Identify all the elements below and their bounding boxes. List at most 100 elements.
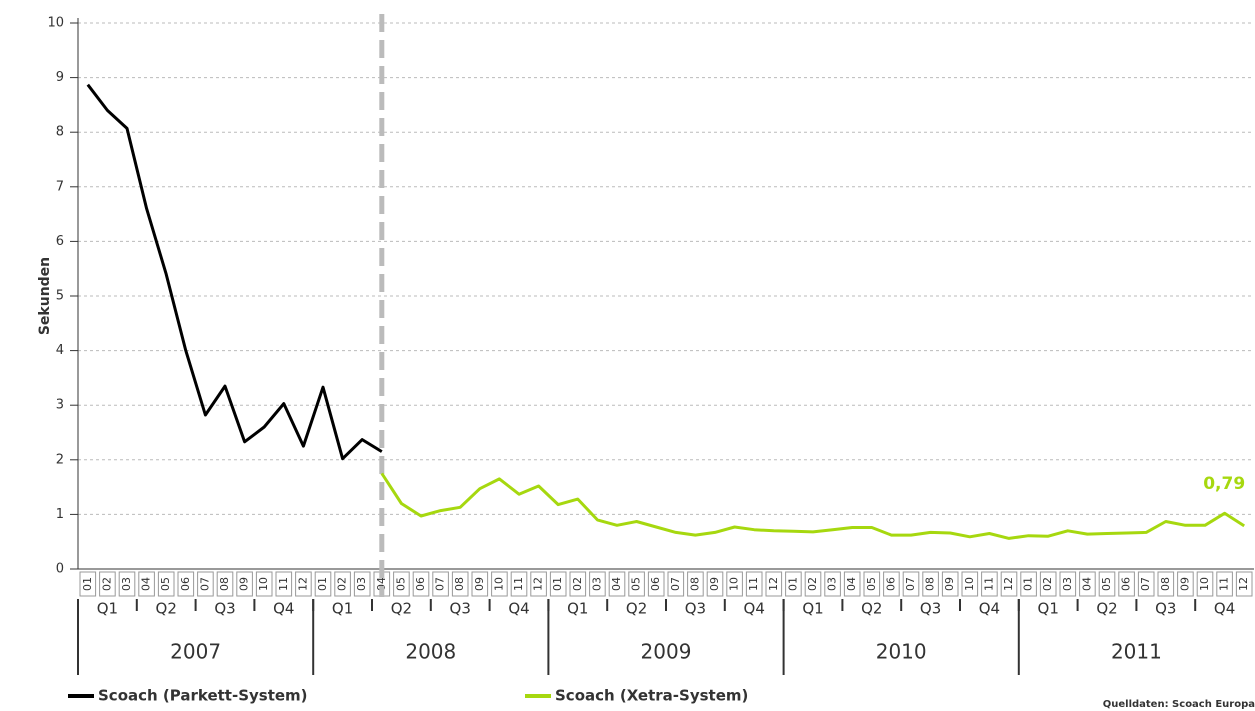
month-cell [118,571,136,597]
month-cell [432,571,449,597]
month-cell [1020,571,1037,597]
month-cell [961,571,979,597]
legend-label: Scoach (Xetra-System) [555,687,748,705]
month-cell [1137,571,1155,597]
month-label: 10 [257,577,270,591]
y-tick-label: 10 [47,16,64,31]
quarter-label: Q2 [861,600,882,618]
month-cell [569,571,587,597]
quarter-label: Q1 [97,600,118,618]
month-cell [255,571,273,597]
month-cell [941,571,959,597]
month-label: 01 [316,577,329,591]
source: Quelldaten: Scoach Europa [1103,699,1255,710]
y-tick-label: 8 [56,125,64,140]
quarter-label: Q4 [979,600,1000,618]
month-label: 05 [159,577,172,591]
month-label: 11 [277,577,290,591]
month-cell [491,571,508,597]
month-label: 10 [963,577,976,591]
month-cell [138,571,155,597]
month-label: 03 [826,577,839,591]
month-label: 04 [375,577,388,591]
y-tick-label: 9 [56,70,64,85]
month-label: 06 [884,577,897,591]
month-cell [1000,571,1018,597]
quarter-label: Q1 [802,600,823,618]
month-label: 05 [394,577,407,591]
month-cell [1098,571,1116,597]
quarter-label: Q4 [508,600,529,618]
month-label: 01 [551,577,564,591]
month-label: 07 [198,577,211,591]
quarter-label: Q3 [1155,600,1176,618]
month-label: 11 [512,577,525,591]
month-label: 10 [728,577,741,591]
y-axis-label: Sekunden [37,257,53,335]
y-tick-label: 2 [56,452,64,467]
month-label: 02 [100,577,113,591]
quarter-label: Q1 [567,600,588,618]
month-cell [922,571,939,597]
month-cell [177,571,195,597]
month-cell [157,571,175,597]
month-label: 11 [982,577,995,591]
value-label: 0,79 [1203,474,1245,494]
year-label: 2007 [170,640,221,664]
month-cell [1235,571,1253,597]
month-label: 04 [845,577,858,591]
quarter-label: Q4 [273,600,294,618]
month-label: 08 [1159,577,1172,591]
month-label: 12 [767,577,780,591]
month-label: 10 [492,577,505,591]
month-cell [589,571,606,597]
month-cell [236,571,253,597]
month-cell [99,571,116,597]
month-cell [530,571,547,597]
month-cell [1079,571,1096,597]
month-label: 03 [355,577,368,591]
month-label: 12 [532,577,545,591]
quarter-label: Q3 [214,600,235,618]
month-label: 01 [1022,577,1035,591]
month-label: 09 [943,577,956,591]
month-cell [883,571,900,597]
month-label: 09 [1178,577,1191,591]
month-label: 02 [1041,577,1054,591]
month-label: 01 [81,577,94,591]
month-label: 06 [179,577,192,591]
month-cell [1196,571,1214,597]
month-cell [843,571,861,597]
quarter-label: Q4 [1214,600,1235,618]
quarter-label: Q4 [744,600,765,618]
month-label: 03 [1061,577,1074,591]
month-label: 04 [610,577,623,591]
month-label: 09 [708,577,721,591]
month-label: 04 [140,577,153,591]
y-tick-label: 1 [56,507,64,522]
y-tick-label: 7 [56,179,64,194]
month-cell [197,571,214,597]
month-label: 07 [904,577,917,591]
quarter-label: Q3 [450,600,471,618]
month-label: 08 [924,577,937,591]
month-cell [608,571,626,597]
month-cell [628,571,645,597]
quarter-label: Q3 [920,600,941,618]
y-tick-label: 0 [56,562,64,577]
month-cell [1177,571,1194,597]
month-label: 03 [120,577,133,591]
month-cell [510,571,528,597]
quarter-label: Q2 [156,600,177,618]
month-label: 02 [336,577,349,591]
month-label: 06 [1120,577,1133,591]
month-cell [687,571,704,597]
quarter-label: Q2 [391,600,412,618]
month-cell [1039,571,1057,597]
quarter-label: Q2 [626,600,647,618]
year-label: 2008 [405,640,456,664]
month-cell [451,571,469,597]
y-tick-label: 5 [56,289,64,304]
year-label: 2009 [641,640,692,664]
